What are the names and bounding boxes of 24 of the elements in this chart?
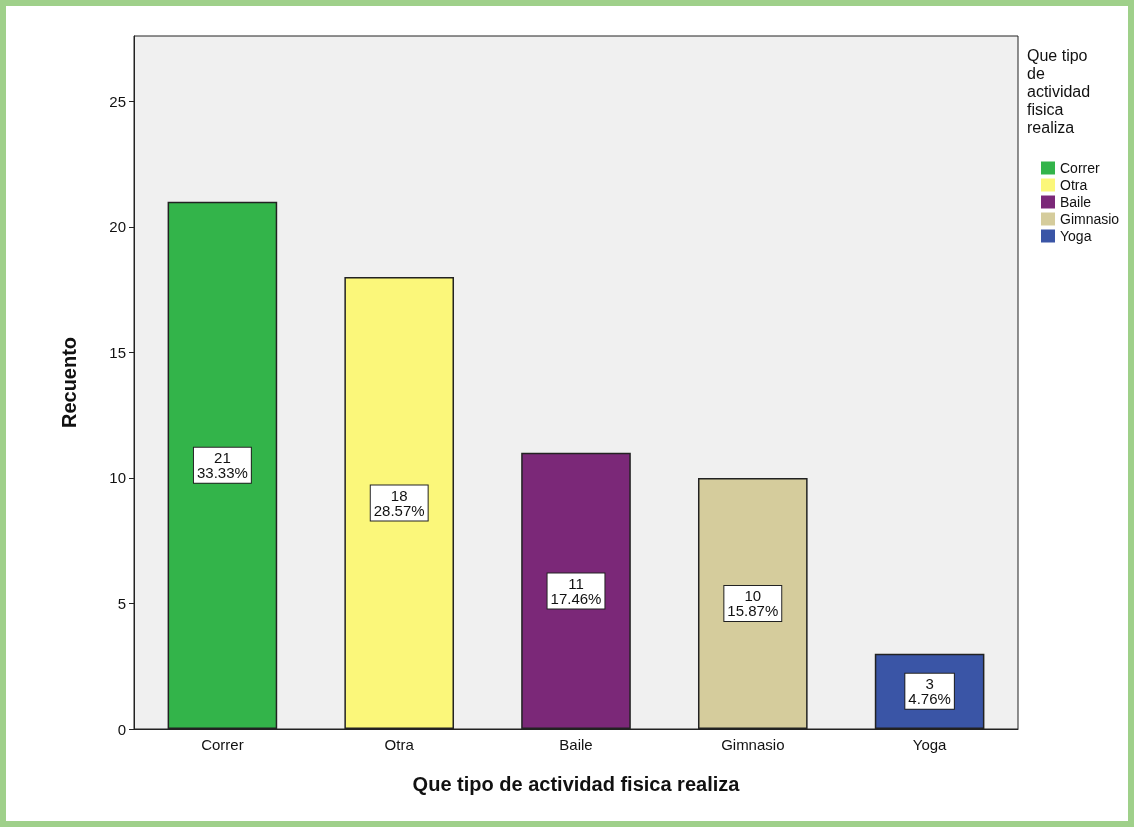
data-label: 10 15.87% (727, 587, 779, 620)
legend-label: Yoga (1060, 228, 1092, 244)
x-tick-label: Baile (559, 736, 593, 753)
legend-title: Que tipo de actividad fisica realiza (412, 773, 741, 795)
data-label: 3 4.76% (908, 675, 951, 708)
legend-label: Correr (1060, 160, 1101, 176)
legend-label: Baile (1060, 194, 1092, 210)
y-tick-label: 20 (109, 218, 126, 236)
data-label: 18 28.57% (373, 487, 425, 520)
data-label: 21 33.33% (196, 449, 248, 482)
x-tick-label: Yoga (912, 736, 948, 753)
y-tick-label: 5 (117, 594, 126, 612)
y-axis-title: Recuento (58, 336, 80, 429)
data-label: 11 17.46% (550, 574, 602, 607)
x-tick-label: Gimnasio (721, 736, 785, 753)
y-tick-label: 25 (109, 92, 126, 110)
x-tick-label: Correr (201, 736, 244, 753)
legend-label: Otra (1060, 177, 1088, 193)
legend-label: Gimnasio (1060, 211, 1120, 227)
x-axis-title: Que tipo de actividad fisica realiza (1027, 46, 1095, 136)
y-tick-label: 10 (109, 469, 126, 487)
y-tick-label: 0 (117, 720, 126, 738)
x-tick-label: Otra (384, 736, 415, 753)
y-tick-label: 15 (109, 343, 126, 361)
